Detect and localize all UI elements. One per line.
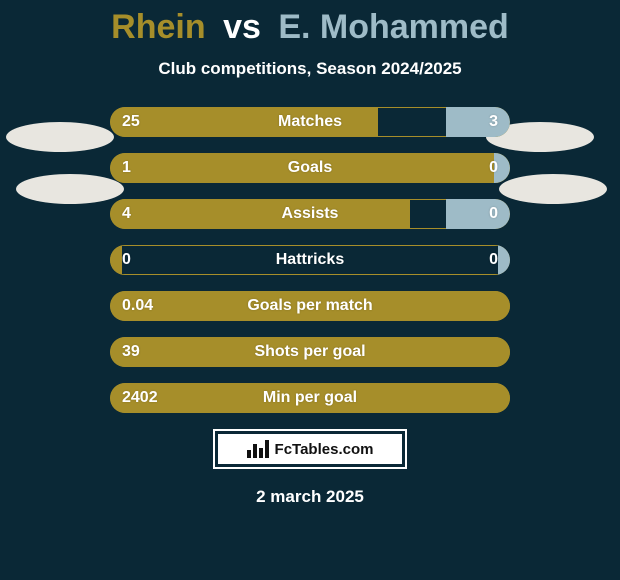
logo-badge: FcTables.com [215, 431, 405, 467]
stat-label: Assists [110, 199, 510, 229]
stat-row: 4Assists0 [110, 199, 510, 229]
avatar-oval [16, 174, 124, 204]
stat-row: 25Matches3 [110, 107, 510, 137]
stat-row: 0Hattricks0 [110, 245, 510, 275]
avatar-oval [499, 174, 607, 204]
stat-label: Goals per match [110, 291, 510, 321]
date-label: 2 march 2025 [0, 487, 620, 507]
stat-label: Matches [110, 107, 510, 137]
logo-text: FcTables.com [275, 441, 374, 458]
stat-right-value: 0 [489, 199, 498, 229]
comparison-card: Rhein vs E. Mohammed Club competitions, … [0, 0, 620, 507]
stat-label: Goals [110, 153, 510, 183]
stat-right-value: 0 [489, 245, 498, 275]
player1-name: Rhein [111, 8, 205, 47]
stat-label: Shots per goal [110, 337, 510, 367]
subtitle: Club competitions, Season 2024/2025 [0, 59, 620, 79]
stat-row: 39Shots per goal [110, 337, 510, 367]
stat-row: 0.04Goals per match [110, 291, 510, 321]
stats-list: 25Matches31Goals04Assists00Hattricks00.0… [110, 107, 510, 413]
stat-right-value: 3 [489, 107, 498, 137]
stat-label: Min per goal [110, 383, 510, 413]
player2-name: E. Mohammed [278, 8, 508, 47]
stat-row: 1Goals0 [110, 153, 510, 183]
title: Rhein vs E. Mohammed [0, 8, 620, 47]
vs-label: vs [223, 8, 261, 47]
avatar-oval [6, 122, 114, 152]
stat-right-value: 0 [489, 153, 498, 183]
stat-label: Hattricks [110, 245, 510, 275]
stat-row: 2402Min per goal [110, 383, 510, 413]
chart-icon [247, 440, 269, 458]
